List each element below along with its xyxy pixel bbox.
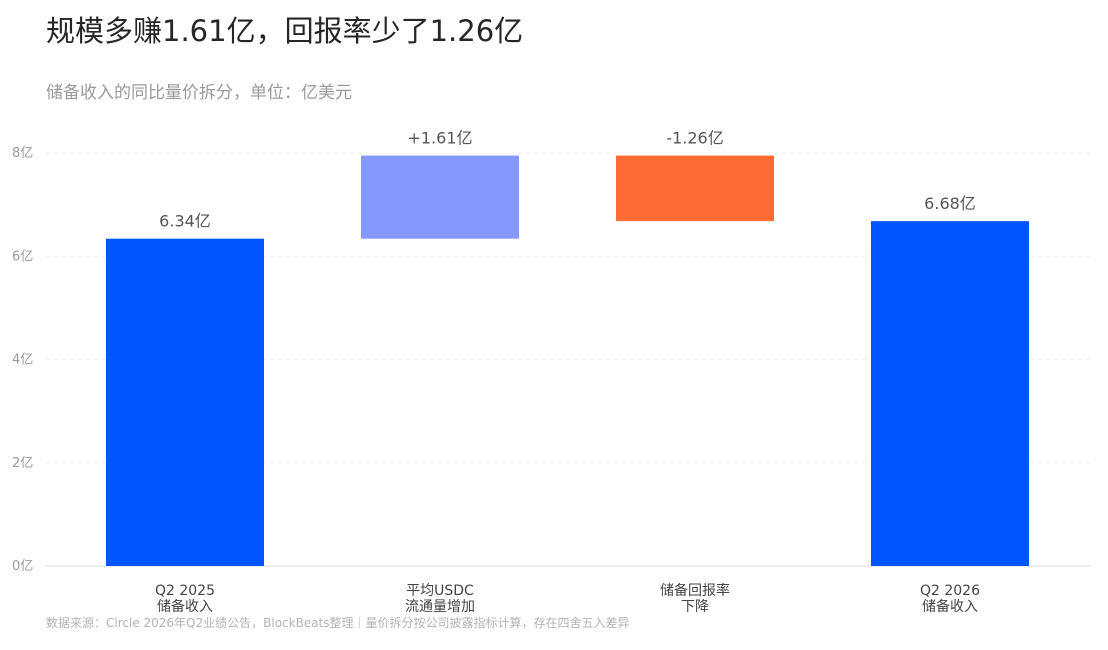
x-tick-label: 下降 bbox=[681, 599, 709, 615]
data-label: 6.34亿 bbox=[159, 212, 211, 231]
chart-title: 规模多赚1.61亿，回报率少了1.26亿 bbox=[46, 14, 524, 48]
x-tick-label: 流通量增加 bbox=[405, 599, 475, 615]
x-tick-label: 平均USDC bbox=[406, 583, 474, 599]
data-label: +1.61亿 bbox=[407, 129, 472, 148]
bar-2 bbox=[361, 155, 519, 239]
y-tick-label: 2亿 bbox=[12, 456, 33, 471]
y-tick-label: 8亿 bbox=[12, 146, 33, 161]
y-tick-label: 4亿 bbox=[12, 353, 33, 368]
data-label: -1.26亿 bbox=[666, 129, 723, 148]
x-tick-label: 储备收入 bbox=[157, 598, 213, 615]
x-tick-label: Q2 2025 bbox=[155, 583, 215, 599]
y-axis-ticks: 0亿 2亿 4亿 6亿 8亿 bbox=[12, 146, 33, 574]
x-tick-label: 储备收入 bbox=[922, 598, 978, 615]
data-label: 6.68亿 bbox=[924, 194, 976, 213]
x-tick-label: Q2 2026 bbox=[920, 583, 980, 599]
chart-subtitle: 储备收入的同比量价拆分，单位：亿美元 bbox=[46, 83, 352, 103]
bar-3 bbox=[616, 155, 774, 222]
bar-1 bbox=[106, 238, 264, 566]
y-tick-label: 0亿 bbox=[12, 559, 33, 574]
y-tick-label: 6亿 bbox=[12, 249, 33, 264]
source-note: 数据来源：Circle 2026年Q2业绩公告，BlockBeats整理｜量价拆… bbox=[46, 616, 630, 630]
bars bbox=[106, 155, 1029, 566]
bar-4 bbox=[871, 221, 1029, 566]
value-labels: 6.34亿 +1.61亿 -1.26亿 6.68亿 bbox=[159, 129, 976, 231]
x-tick-label: 储备回报率 bbox=[660, 582, 730, 599]
